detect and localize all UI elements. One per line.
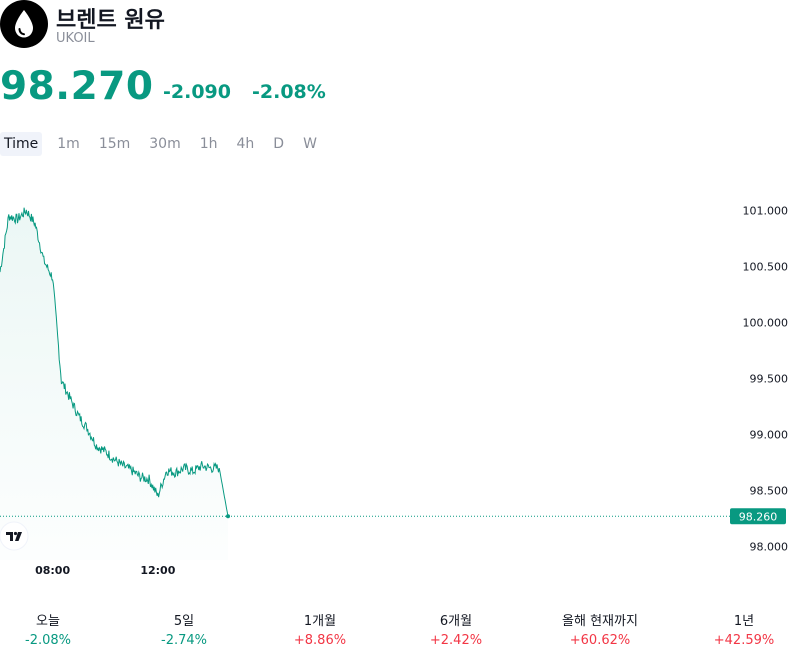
perf-label: 6개월 [439, 614, 473, 629]
perf-label: 1년 [733, 614, 755, 629]
perf-cell-1m[interactable]: 1개월 +8.86% [272, 610, 368, 648]
symbol-ticker: UKOIL [56, 31, 95, 46]
price-change: -2.090 [163, 81, 231, 103]
interval-tab-1h[interactable]: 1h [199, 136, 218, 152]
symbol-header: 브렌트 원유 UKOIL [0, 0, 800, 60]
y-tick-label: 100.500 [743, 260, 789, 273]
x-tick-label: 08:00 [35, 564, 70, 577]
y-tick-label: 99.000 [750, 428, 789, 441]
perf-cell-ytd[interactable]: 올해 현재까지 +60.62% [540, 610, 660, 648]
price-change-percent: -2.08% [252, 81, 326, 103]
interval-tab-4h[interactable]: 4h [236, 136, 255, 152]
interval-tab-time[interactable]: Time [0, 132, 43, 156]
y-tick-label: 98.500 [750, 485, 789, 498]
last-price-badge [730, 508, 786, 525]
last-price: 98.270 [0, 64, 154, 109]
perf-cell-5d[interactable]: 5일 -2.74% [136, 610, 232, 648]
perf-value: +42.59% [713, 633, 775, 648]
price-line [0, 207, 229, 517]
perf-value: +8.86% [293, 633, 347, 648]
quote-row: 98.270 -2.090 -2.08% [0, 64, 800, 109]
perf-value: +60.62% [569, 633, 631, 648]
interval-tab-1m[interactable]: 1m [57, 136, 80, 152]
price-area-fill [0, 207, 228, 560]
oil-drop-icon [0, 0, 48, 48]
interval-tabs: Time 1m 15m 30m 1h 4h D W [0, 132, 332, 156]
interval-tab-d[interactable]: D [273, 136, 285, 152]
last-price-badge-label: 98.260 [739, 510, 778, 523]
interval-tab-w[interactable]: W [303, 136, 317, 152]
perf-value: -2.08% [25, 633, 71, 648]
perf-label: 1개월 [303, 614, 337, 629]
y-tick-label: 101.000 [743, 204, 789, 217]
price-chart[interactable]: 98.260 101.000 100.500 100.000 99.500 99.000… [0, 160, 800, 590]
price-chart-svg[interactable]: 98.260 101.000 100.500 100.000 99.500 99.000… [0, 160, 800, 590]
x-tick-label: 12:00 [140, 564, 175, 577]
perf-label: 오늘 [36, 614, 60, 629]
tradingview-logo-icon[interactable] [0, 521, 29, 551]
interval-tab-15m[interactable]: 15m [98, 136, 131, 152]
perf-cell-1y[interactable]: 1년 +42.59% [696, 610, 792, 648]
y-tick-label: 98.000 [750, 541, 789, 554]
performance-bar: 오늘 -2.08% 5일 -2.74% 1개월 +8.86% 6개월 +2.42… [0, 610, 800, 650]
perf-cell-6m[interactable]: 6개월 +2.42% [408, 610, 504, 648]
perf-cell-today[interactable]: 오늘 -2.08% [0, 610, 96, 648]
symbol-title: 브렌트 원유 [56, 8, 165, 33]
y-tick-label: 99.500 [750, 372, 789, 385]
perf-label: 5일 [173, 614, 195, 629]
perf-label: 올해 현재까지 [562, 614, 638, 629]
perf-value: +2.42% [429, 633, 483, 648]
interval-tab-30m[interactable]: 30m [149, 136, 181, 152]
y-tick-label: 100.000 [743, 316, 789, 329]
perf-value: -2.74% [161, 633, 207, 648]
